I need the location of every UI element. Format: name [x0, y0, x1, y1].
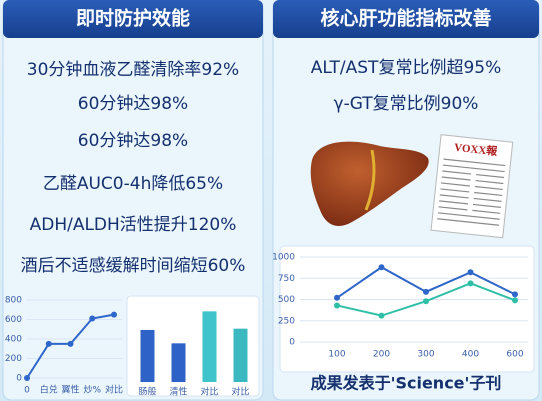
x-tick-label: 对比 — [105, 384, 123, 396]
data-point — [334, 302, 340, 309]
metric-line: ADH/ALDH活性提升120% — [30, 215, 237, 235]
data-point — [423, 298, 429, 305]
data-point — [467, 280, 474, 287]
x-tick-label: 300 — [417, 350, 434, 360]
metric-line: 60分钟达98% — [78, 131, 188, 151]
y-tick-label: 0 — [16, 374, 22, 384]
panel-title: 核心肝功能指标改善 — [320, 7, 491, 30]
metric-line: 30分钟血液乙醛清除率92% — [27, 60, 239, 80]
x-tick-label: 0 — [24, 386, 30, 396]
y-tick-label: 800 — [5, 296, 22, 306]
x-tick-label: 对比 — [200, 386, 218, 398]
data-point — [111, 311, 117, 318]
line-chart-card — [279, 245, 535, 373]
newspaper: VOXX報 — [430, 134, 514, 239]
x-tick-label: 翼性 — [61, 384, 79, 396]
data-point — [89, 315, 96, 322]
data-point — [512, 291, 518, 298]
title-bar — [3, 0, 263, 38]
data-point — [512, 297, 518, 304]
metric-line: ALT/AST复常比例超95% — [311, 58, 501, 78]
metric-line: 酒后不适感缓解时间缩短60% — [21, 256, 246, 276]
bar — [233, 328, 248, 382]
data-point — [24, 375, 30, 381]
bar — [171, 343, 186, 382]
x-tick-label: 白兑 — [40, 384, 58, 396]
panel-title: 即时防护效能 — [76, 7, 190, 30]
x-tick-label: 600 — [506, 350, 523, 360]
x-tick-label: 400 — [462, 350, 479, 360]
liver-illustration — [310, 141, 429, 226]
data-point — [423, 288, 429, 295]
y-tick-label: 750 — [278, 274, 295, 284]
caption: 成果发表于'Science'子刊 — [311, 374, 502, 393]
title-bar — [273, 0, 539, 38]
bar — [202, 311, 217, 382]
liver-vessel — [364, 149, 376, 211]
metric-line: 乙醛AUC0-4h降低65% — [43, 174, 223, 194]
data-point — [378, 264, 385, 271]
x-tick-label: 清性 — [169, 386, 187, 398]
x-tick-label: 100 — [328, 350, 345, 360]
data-point — [45, 340, 52, 347]
y-tick-label: 1000 — [272, 253, 295, 263]
newspaper-text — [437, 158, 506, 226]
bar — [140, 330, 155, 382]
metric-line: γ-GT复常比例90% — [334, 94, 479, 114]
y-tick-label: 250 — [278, 316, 295, 326]
x-tick-label: 对比 — [231, 386, 249, 398]
x-tick-label: 炒% — [83, 385, 101, 396]
data-point — [378, 312, 385, 319]
data-point — [67, 340, 74, 347]
x-tick-label: 肠般 — [138, 386, 156, 398]
y-tick-label: 500 — [278, 295, 295, 305]
x-tick-label: 200 — [373, 350, 390, 360]
data-point — [334, 294, 340, 301]
bar-chart-card — [126, 295, 260, 397]
newspaper-title: VOXX報 — [454, 140, 499, 159]
data-point — [467, 269, 474, 276]
y-tick-label: 400 — [5, 335, 22, 345]
y-tick-label: 600 — [5, 315, 22, 325]
metric-line: 60分钟达98% — [78, 94, 188, 114]
y-tick-label: 0 — [289, 338, 295, 348]
y-tick-label: 200 — [5, 354, 22, 364]
